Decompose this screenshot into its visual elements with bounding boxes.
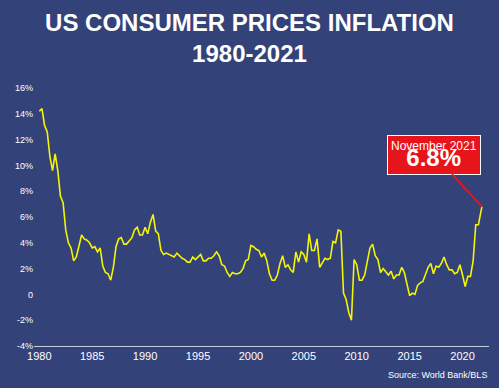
svg-text:1990: 1990 xyxy=(133,350,157,362)
svg-text:16%: 16% xyxy=(15,83,33,93)
svg-text:2015: 2015 xyxy=(397,350,421,362)
svg-text:US CONSUMER PRICES INFLATION19: US CONSUMER PRICES INFLATION1980-2021 xyxy=(45,9,454,67)
svg-text:-4%: -4% xyxy=(17,341,33,351)
svg-text:Source: World Bank/BLS: Source: World Bank/BLS xyxy=(388,370,487,380)
svg-text:-2%: -2% xyxy=(17,315,33,325)
svg-text:10%: 10% xyxy=(15,161,33,171)
svg-text:2020: 2020 xyxy=(450,350,474,362)
svg-text:6%: 6% xyxy=(20,212,33,222)
svg-text:14%: 14% xyxy=(15,109,33,119)
svg-text:2%: 2% xyxy=(20,264,33,274)
svg-text:2010: 2010 xyxy=(344,350,368,362)
svg-text:12%: 12% xyxy=(15,135,33,145)
svg-text:0: 0 xyxy=(28,290,33,300)
svg-text:4%: 4% xyxy=(20,238,33,248)
svg-text:2005: 2005 xyxy=(292,350,316,362)
svg-text:2000: 2000 xyxy=(239,350,263,362)
svg-text:November 20216.8%: November 20216.8% xyxy=(391,139,477,171)
svg-text:1985: 1985 xyxy=(80,350,104,362)
svg-text:8%: 8% xyxy=(20,186,33,196)
svg-text:1980: 1980 xyxy=(27,350,51,362)
svg-text:1995: 1995 xyxy=(186,350,210,362)
